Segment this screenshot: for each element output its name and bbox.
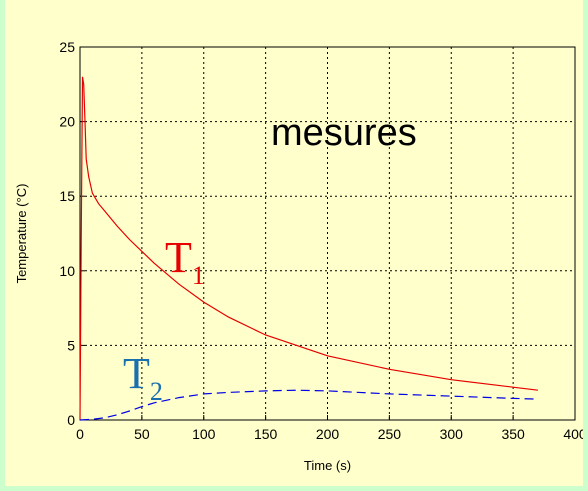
x-tick-label: 350 xyxy=(501,426,525,442)
series-label-t1: T1 xyxy=(165,233,205,290)
series-label-t1-sub: 1 xyxy=(192,261,205,290)
y-tick-label: 25 xyxy=(59,39,75,55)
x-tick-label: 300 xyxy=(440,426,464,442)
x-tick-label: 250 xyxy=(378,426,402,442)
y-tick-label: 20 xyxy=(59,114,75,130)
series-lines xyxy=(79,76,538,421)
y-tick-label: 5 xyxy=(67,337,75,353)
series-line-2 xyxy=(79,389,538,421)
y-tick-label: 0 xyxy=(67,412,75,428)
x-tick-label: 0 xyxy=(76,426,84,442)
series-label-t2-sub: 2 xyxy=(150,377,163,406)
series-line-1 xyxy=(79,76,538,421)
x-tick-label: 150 xyxy=(254,426,278,442)
series-label-t2: T2 xyxy=(123,349,163,406)
y-tick-label: 15 xyxy=(59,188,75,204)
y-tick-label: 10 xyxy=(59,263,75,279)
x-axis-label: Time (s) xyxy=(304,458,351,473)
grid xyxy=(80,47,575,420)
y-axis-label: Temperature (°C) xyxy=(14,184,29,284)
ticks: 0 50 100 150 200 250 300 350 400 0 5 10 15 20 25 xyxy=(59,39,583,442)
x-tick-label: 200 xyxy=(316,426,340,442)
x-tick-label: 50 xyxy=(134,426,150,442)
line-chart: 0 50 100 150 200 250 300 350 400 0 5 10 15 20 25 Time … xyxy=(14,39,583,473)
series-label-t1-main: T xyxy=(165,233,192,282)
x-tick-label: 400 xyxy=(563,426,583,442)
chart-annotation: mesures xyxy=(271,112,417,154)
x-tick-label: 100 xyxy=(192,426,216,442)
series-label-t2-main: T xyxy=(123,349,150,398)
